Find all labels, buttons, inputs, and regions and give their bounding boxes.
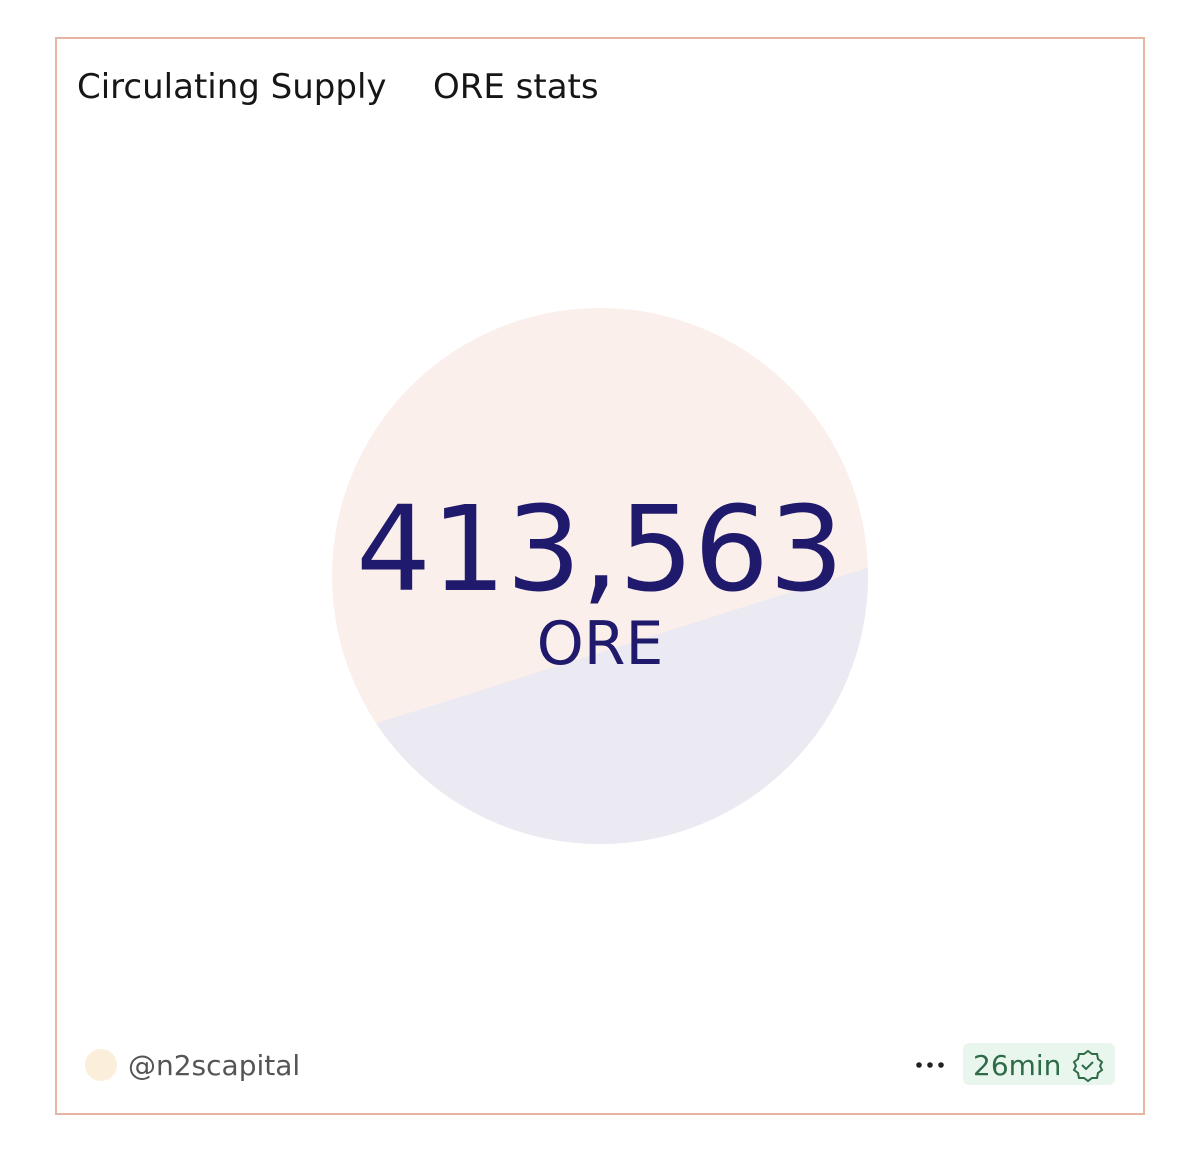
counter-value: 413,563 bbox=[356, 480, 844, 618]
counter-unit: ORE bbox=[537, 609, 664, 679]
verified-icon bbox=[1072, 1049, 1104, 1083]
card-title: Circulating Supply bbox=[77, 67, 387, 107]
backdrop-bottom bbox=[332, 567, 868, 844]
backdrop bbox=[332, 308, 868, 844]
card-subtitle[interactable]: ORE stats bbox=[433, 67, 599, 107]
more-menu[interactable] bbox=[916, 1062, 944, 1068]
age: 26min bbox=[973, 1049, 1061, 1082]
age-badge bbox=[963, 1043, 1115, 1085]
author[interactable]: @n2scapital bbox=[128, 1049, 300, 1082]
avatar[interactable] bbox=[85, 1049, 117, 1081]
